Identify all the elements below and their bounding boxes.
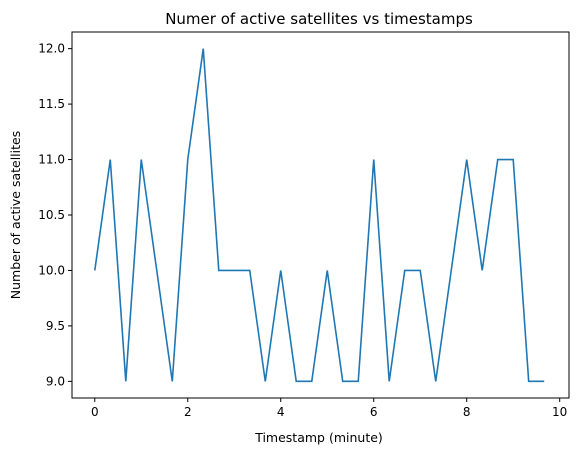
x-axis-ticks: 0 2 4 6 8 10 [91, 398, 567, 419]
y-axis-label: Number of active satellites [8, 131, 23, 299]
x-tick-label: 4 [277, 405, 285, 419]
x-tick-label: 0 [91, 405, 99, 419]
y-axis-ticks: 9.0 9.5 10.0 10.5 11.0 11.5 12.0 [38, 42, 72, 388]
plot-frame [71, 31, 570, 399]
chart-title: Numer of active satellites vs timestamps [165, 10, 473, 28]
y-tick-label: 10.5 [38, 208, 65, 222]
y-tick-label: 9.5 [46, 319, 65, 333]
y-tick-label: 12.0 [38, 42, 65, 56]
y-tick-label: 10.0 [38, 263, 65, 277]
series-line-active-satellites [93, 48, 545, 383]
x-axis-label: Timestamp (minute) [254, 430, 383, 445]
y-tick-label: 11.5 [38, 97, 65, 111]
x-tick-label: 8 [463, 405, 471, 419]
x-tick-label: 2 [184, 405, 192, 419]
y-tick-label: 9.0 [46, 374, 65, 388]
x-tick-label: 6 [370, 405, 378, 419]
plot-area [71, 31, 570, 399]
x-tick-label: 10 [552, 405, 567, 419]
y-tick-label: 11.0 [38, 153, 65, 167]
